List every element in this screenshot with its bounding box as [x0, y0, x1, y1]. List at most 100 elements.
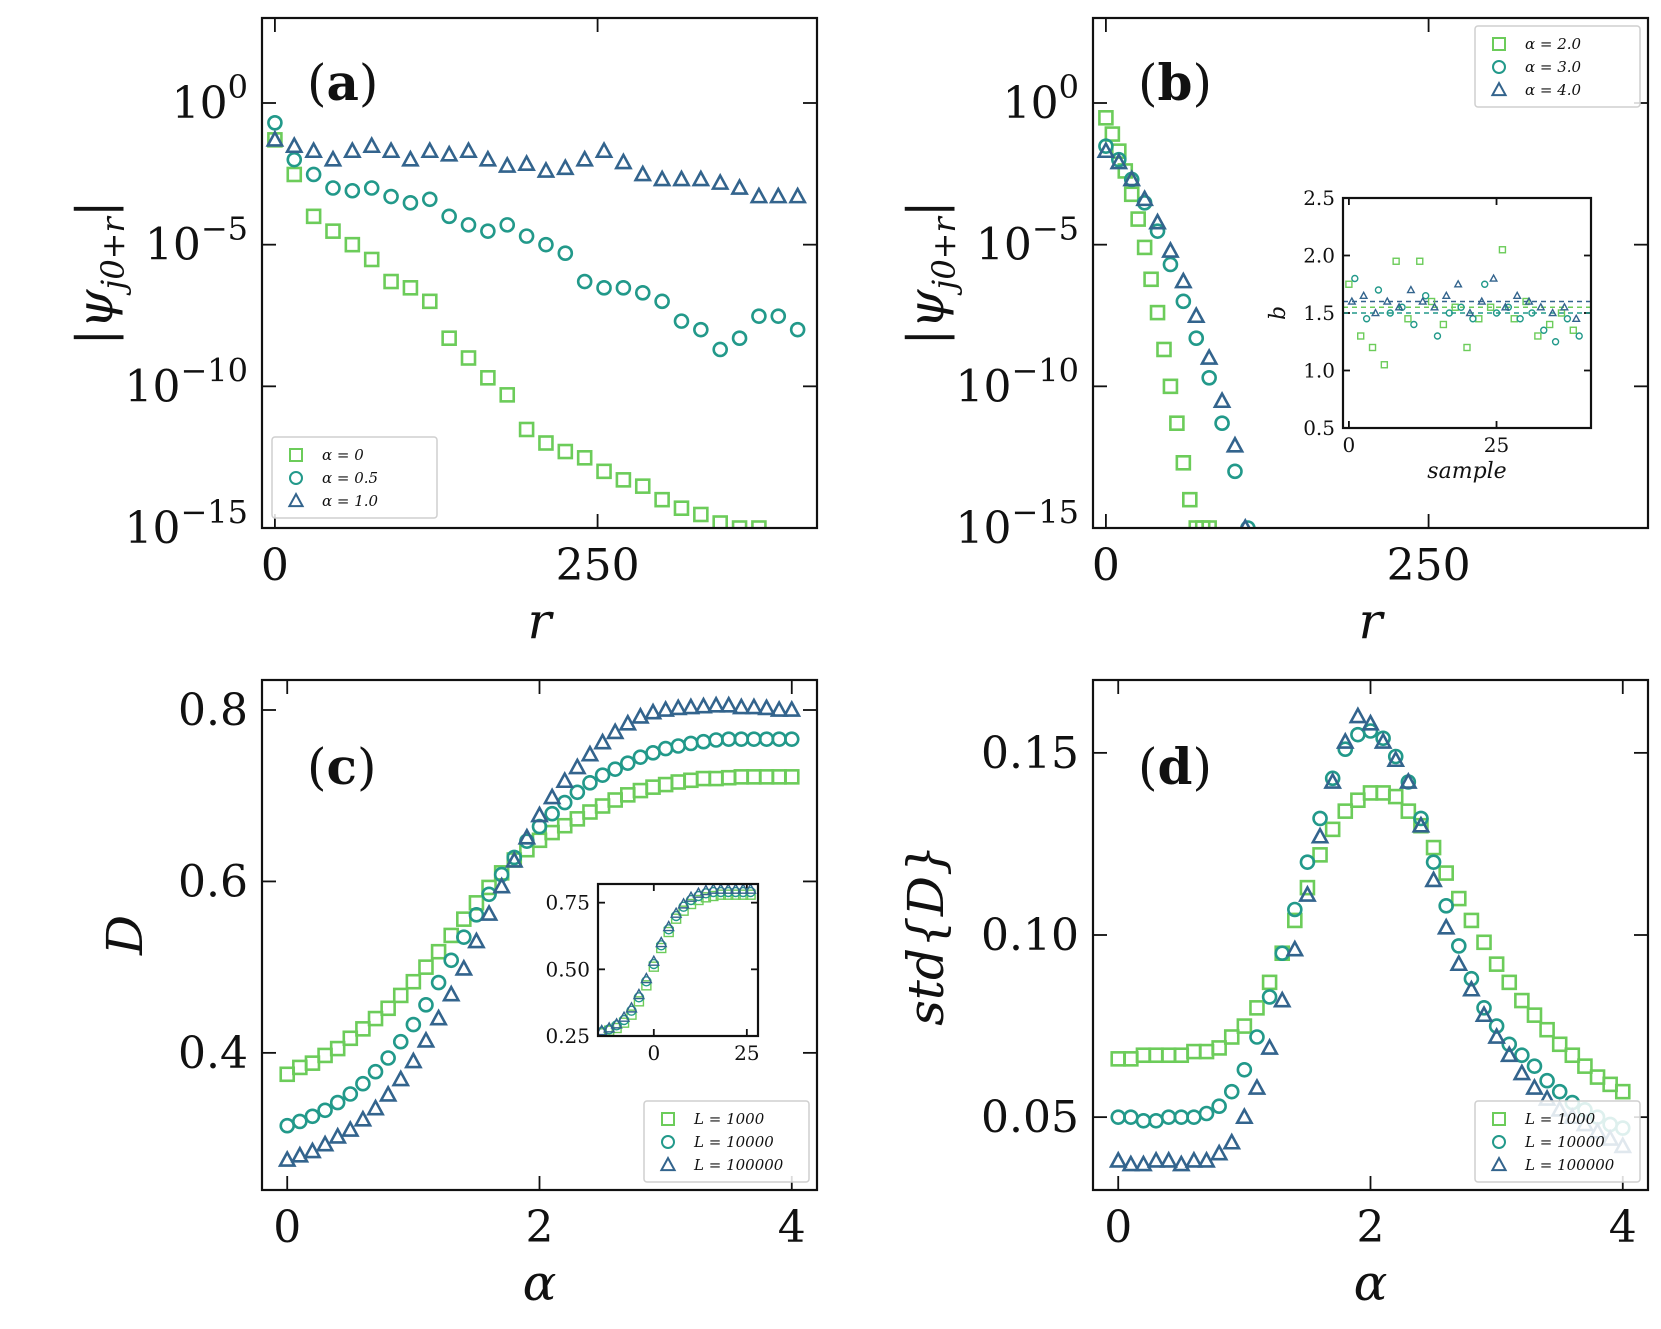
data-point: α = 0: (90, 5e-7): [383, 273, 399, 290]
data-point: α = 0: (270, 5e-14): [615, 472, 632, 488]
data-point: L = 1000: (1.4, 0.104): [1287, 912, 1303, 929]
data-point: L = 100000: (14, 0.795): [699, 884, 713, 896]
legend-marker: [287, 492, 305, 508]
data-point: L = 100000: (3.6, 0.803): [731, 697, 751, 715]
y-tick-label: 0.10: [981, 910, 1079, 961]
plot-frame: [1091, 678, 1650, 1192]
x-axis-label: r: [1359, 592, 1386, 650]
data-point: L = 100000: (6, 0.71): [670, 906, 683, 918]
data-point: L = 1000: (3.9, 0.059): [1602, 1076, 1618, 1093]
data-point: L = 10000: (2.8, 0.088): [1463, 970, 1480, 987]
legend-label: α = 1.0: [322, 492, 379, 510]
data-point: L = 10000: (-10, 0.29): [611, 1020, 622, 1031]
data-point: L = 100000: (2, 0.158): [1361, 713, 1380, 731]
data-point: L = 1000: (0.5, 0.417): [342, 1030, 359, 1047]
data-point: L = 100000: (2.7, 0.784): [618, 713, 638, 731]
legend-marker: [1490, 1156, 1508, 1172]
data-point: L = 1000: (6, 0.69): [670, 913, 682, 924]
data-point: α = 2.0: (50, 1e-10): [1162, 378, 1179, 395]
data-point: α = 1.0: (300, 0.002): [652, 169, 672, 187]
data-point: L = 10000: (2.9, 0.75): [645, 745, 661, 761]
data-point: α = 0.5: (360, 5e-9): [731, 330, 748, 346]
data-point: L = 1000: (4, 0.722): [783, 769, 800, 785]
data-point: α = 1.0: (330, 0.002): [691, 169, 711, 187]
data-point: α = 0: (285, 3e-14): [634, 478, 651, 494]
data-point: L = 10000: (2.3, 0.704): [569, 784, 586, 801]
data-point: α = 4.0: (16.5, 1.65): [1441, 290, 1451, 300]
data-point: L = 1000: (0.7, 0.44): [367, 1010, 384, 1027]
legend-marker: [1492, 37, 1506, 51]
data-point: L = 10000: (2.4, 0.132): [1413, 810, 1429, 827]
data-point: L = 10000: (1.1, 0.072): [1249, 1029, 1265, 1045]
data-point: L = 10000: (1, 0.433): [405, 1016, 422, 1033]
data-point: L = 100000: (24, 0.8): [736, 884, 750, 894]
data-point: α = 2.0: (20, 1.2): [1463, 343, 1471, 352]
data-point: α = 0.5: (285, 2e-7): [634, 285, 651, 301]
data-point: L = 1000: (2.5, 0.688): [594, 798, 611, 814]
y-tick-label: 0.05: [981, 1092, 1079, 1143]
data-point: α = 2.0: (16, 1.4): [1439, 320, 1448, 329]
data-point: α = 1.0: (150, 0.02): [459, 140, 478, 159]
series-circle: α = 3.0: (1, 1.8) α = 3.0: (3, 1.45) α = 3…: [1351, 274, 1583, 346]
data-point: α = 2.0: (25, 0.00008): [1130, 211, 1146, 227]
data-point: L = 1000: (2.2, 0.138): [1387, 788, 1404, 805]
y-tick-label: 0.15: [981, 728, 1079, 779]
data-point: α = 1.0: (45, 0.01): [323, 149, 343, 167]
data-point: L = 1000: (4, 0.057): [1614, 1083, 1631, 1100]
data-point: α = 0: (45, 0.00003): [325, 223, 341, 239]
data-point: α = 3.0: (29, 1.45): [1516, 315, 1524, 323]
data-point: α = 4.0: (28.5, 1.65): [1512, 290, 1522, 300]
data-point: L = 10000: (2.9, 0.08): [1476, 1000, 1492, 1016]
data-point: L = 10000: (4, 0.766): [783, 731, 800, 747]
data-point: L = 100000: (3.3, 0.058): [1525, 1077, 1544, 1095]
legend-marker: [1492, 1135, 1506, 1149]
data-point: L = 100000: (0, 0.038): [1108, 1150, 1128, 1168]
data-point: α = 3.0: (39, 1.3): [1575, 332, 1583, 340]
x-tick-label: 0: [261, 540, 289, 591]
data-point: α = 1.0: (195, 0.007): [517, 153, 536, 171]
x-tick-label: 0: [1343, 433, 1356, 457]
data-point: L = 1000: (8, 0.72): [678, 905, 689, 916]
data-point: α = 0: (30, 0.0001): [305, 208, 322, 225]
data-point: L = 100000: (2.6, 0.102): [1436, 917, 1456, 935]
y-tick-label: 0.6: [178, 856, 248, 907]
data-point: L = 10000: (2.7, 0.738): [619, 755, 636, 771]
data-point: L = 1000: (2.9, 0.098): [1476, 934, 1492, 951]
data-point: L = 10000: (0.2, 0.049): [1135, 1112, 1152, 1129]
data-point: L = 100000: (2.3, 0.733): [567, 757, 587, 775]
data-point: α = 0: (120, 1e-7): [421, 293, 438, 310]
data-point: L = 10000: (2.1, 0.679): [544, 805, 560, 822]
data-point: L = 100000: (0, 0.275): [277, 1149, 297, 1167]
data-point: L = 10000: (0.6, 0.364): [355, 1075, 371, 1092]
series-triangle: L = 100000: (0, 0.275)L = 100000: (0.1, …: [277, 695, 802, 1167]
data-point: α = 2.0: (20, 0.0006): [1123, 186, 1140, 203]
data-point: α = 3.0: (100, 1e-13): [1227, 463, 1243, 480]
data-point: α = 4.0: (4.5, 1.5): [1370, 308, 1380, 317]
data-point: α = 2.0: (6, 1.05): [1380, 361, 1389, 369]
plot-frame: [260, 678, 819, 1192]
data-point: L = 100000: (0.9, 0.369): [391, 1069, 411, 1087]
data-point: α = 2.0: (38, 1.35): [1569, 326, 1577, 334]
data-point: α = 4.0: (0, 0.02): [1096, 140, 1116, 159]
data-point: L = 100000: (3.9, 0.8): [769, 699, 789, 717]
data-point: L = 10000: (1.3, 0.508): [443, 952, 460, 969]
data-point: L = 100000: (0.1, 0.037): [1121, 1154, 1141, 1172]
data-point: α = 1.0: (15, 0.03): [284, 135, 304, 154]
series-square: α = 2.0: (0, 0.3)α = 2.0: (5, 0.08) α = 2…: [1098, 110, 1217, 528]
data-point: L = 1000: (0.2, 0.388): [304, 1055, 321, 1071]
data-point: α = 1.0: (375, 0.0005): [749, 186, 769, 204]
data-point: L = 1000: (0, 0.51): [648, 961, 660, 972]
data-point: L = 1000: (3.2, 0.082): [1514, 992, 1530, 1009]
legend-label: α = 0: [322, 446, 364, 464]
y-tick-label: 2.5: [1303, 186, 1335, 210]
y-axis-label: |ψj0+r|: [66, 200, 132, 345]
data-point: L = 100000: (1.6, 0.127): [1310, 826, 1330, 844]
series-triangle: α = 4.0: (0, 0.02)α = 4.0: (10, 0.008)α …: [1096, 140, 1251, 528]
data-point: α = 0.5: (60, 0.0008): [344, 182, 361, 199]
data-point: L = 10000: (3.4, 0.06): [1539, 1072, 1555, 1089]
data-point: α = 1.0: (315, 0.002): [672, 169, 691, 187]
data-point: α = 0.5: (375, 3e-8): [751, 308, 767, 324]
data-point: L = 100000: (0.2, 0.037): [1134, 1154, 1153, 1172]
legend-label: L = 1000: [1524, 1110, 1596, 1128]
